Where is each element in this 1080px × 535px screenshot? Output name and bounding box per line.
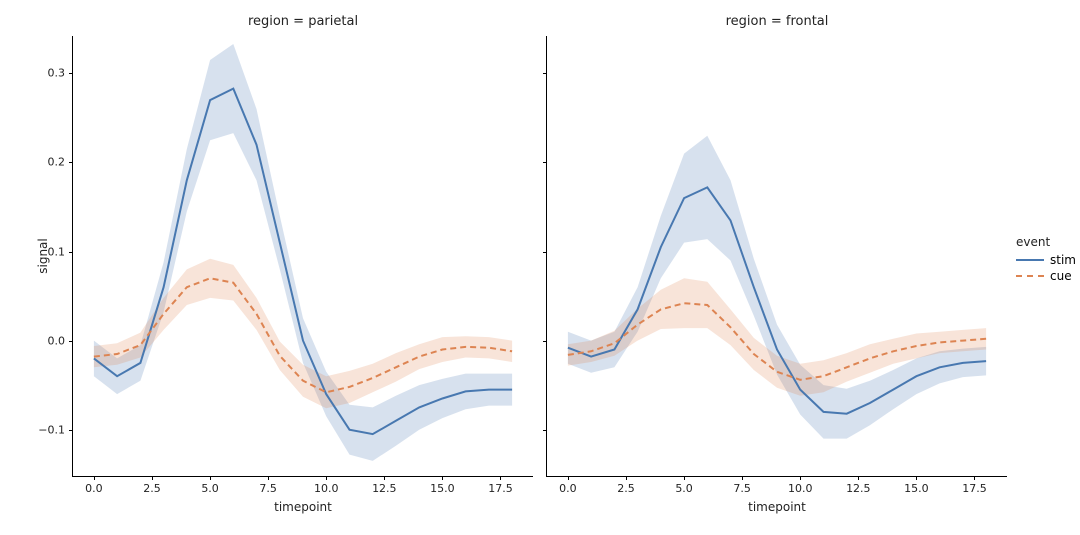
x-axis-label: timepoint xyxy=(73,500,533,514)
x-tick-label: 12.5 xyxy=(372,476,397,495)
chart-svg xyxy=(547,36,1007,476)
x-tick-label: 0.0 xyxy=(85,476,103,495)
x-tick-label: 10.0 xyxy=(788,476,813,495)
x-tick-label: 15.0 xyxy=(904,476,929,495)
ci-band-stim xyxy=(94,44,512,461)
x-tick-label: 17.5 xyxy=(488,476,513,495)
legend-title: event xyxy=(1016,235,1076,249)
legend: event stim cue xyxy=(1016,235,1076,285)
x-tick-label: 12.5 xyxy=(846,476,871,495)
x-tick-label: 10.0 xyxy=(314,476,339,495)
y-tick-label: 0.3 xyxy=(48,67,74,80)
panel-parietal: region = parietal timepoint signal 0.02.… xyxy=(72,36,533,477)
legend-swatch xyxy=(1016,275,1044,277)
legend-item-stim: stim xyxy=(1016,253,1076,267)
legend-swatch xyxy=(1016,259,1044,261)
panel-title: region = frontal xyxy=(547,14,1007,29)
x-axis-label: timepoint xyxy=(547,500,1007,514)
chart-svg xyxy=(73,36,533,476)
x-tick-label: 5.0 xyxy=(201,476,219,495)
x-tick-label: 7.5 xyxy=(259,476,277,495)
x-tick-label: 7.5 xyxy=(733,476,751,495)
x-tick-label: 0.0 xyxy=(559,476,577,495)
panel-title: region = parietal xyxy=(73,14,533,29)
y-tick-label: 0.0 xyxy=(48,334,74,347)
legend-item-cue: cue xyxy=(1016,269,1076,283)
y-tick-label: 0.1 xyxy=(48,245,74,258)
y-tick-label: −0.1 xyxy=(38,423,73,436)
x-tick-label: 2.5 xyxy=(143,476,161,495)
figure: region = parietal timepoint signal 0.02.… xyxy=(0,0,1080,535)
x-tick-label: 5.0 xyxy=(675,476,693,495)
panel-frontal: region = frontal timepoint 0.02.55.07.51… xyxy=(546,36,1007,477)
x-tick-label: 2.5 xyxy=(617,476,635,495)
x-tick-label: 15.0 xyxy=(430,476,455,495)
ci-band-stim xyxy=(568,136,986,439)
y-tick-label: 0.2 xyxy=(48,156,74,169)
x-tick-label: 17.5 xyxy=(962,476,987,495)
legend-label: stim xyxy=(1050,253,1076,267)
legend-label: cue xyxy=(1050,269,1072,283)
